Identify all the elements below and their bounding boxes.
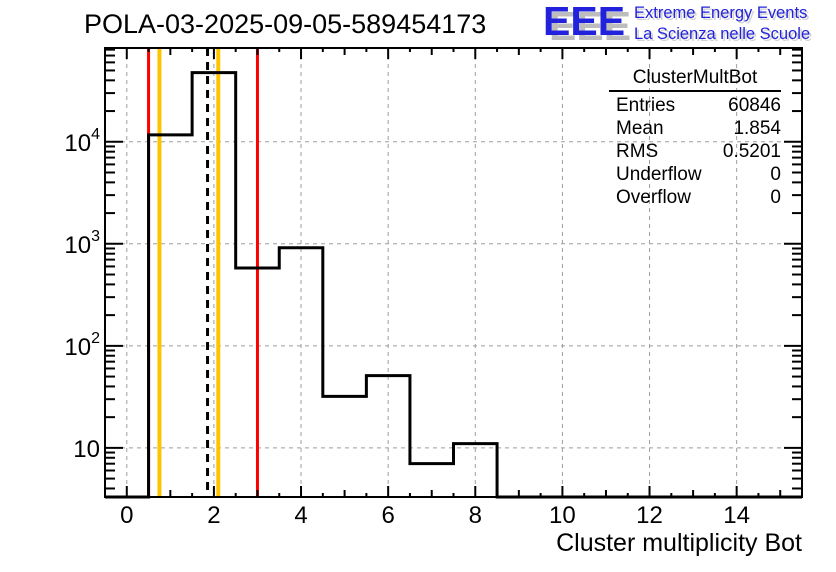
y-tick-label: 104 xyxy=(64,126,100,157)
x-tick-label: 10 xyxy=(549,502,576,529)
stats-label: Underflow xyxy=(616,164,702,185)
eee-logo-line2: La Scienza nelle Scuole xyxy=(634,24,811,43)
eee-logo-line1: Extreme Energy Events xyxy=(634,4,808,22)
stats-box: ClusterMultBot Entries 60846 Mean 1.854 … xyxy=(609,66,781,209)
stats-value: 1.854 xyxy=(733,118,781,139)
stats-label: Mean xyxy=(616,118,664,139)
eee-logo-letters: EEE xyxy=(543,0,626,44)
grid-lines xyxy=(105,48,802,497)
x-tick-label: 14 xyxy=(723,502,750,529)
x-tick-label: 6 xyxy=(381,502,394,529)
x-axis-title: Cluster multiplicity Bot xyxy=(556,529,802,557)
stats-row-overflow: Overflow 0 xyxy=(609,186,781,209)
eee-logo: EEE Extreme Energy Events La Scienza nel… xyxy=(543,1,833,47)
stats-value: 0 xyxy=(770,164,781,185)
stats-label: Entries xyxy=(616,95,676,116)
stats-value: 0.5201 xyxy=(722,141,781,162)
y-tick-label: 103 xyxy=(64,228,100,259)
stats-row-mean: Mean 1.854 xyxy=(609,117,781,140)
x-tick-label: 12 xyxy=(636,502,663,529)
x-tick-label: 0 xyxy=(120,502,133,529)
axis-ticks xyxy=(105,48,802,497)
stats-value: 0 xyxy=(770,187,781,208)
stats-title: ClusterMultBot xyxy=(609,66,781,92)
x-tick-label: 2 xyxy=(207,502,220,529)
stats-label: Overflow xyxy=(616,187,691,208)
x-tick-label: 8 xyxy=(469,502,482,529)
stats-row-rms: RMS 0.5201 xyxy=(609,140,781,163)
stats-row-underflow: Underflow 0 xyxy=(609,163,781,186)
stats-label: RMS xyxy=(616,141,659,162)
threshold-marker-lines xyxy=(147,48,259,497)
y-tick-label: 10 xyxy=(73,436,100,463)
page-title: POLA-03-2025-09-05-589454173 xyxy=(84,9,487,39)
x-tick-label: 4 xyxy=(294,502,307,529)
y-tick-label: 102 xyxy=(64,330,100,361)
eee-logo-text: Extreme Energy Events La Scienza nelle S… xyxy=(634,3,810,44)
stats-row-entries: Entries 60846 xyxy=(609,94,781,117)
stats-value: 60846 xyxy=(728,95,781,116)
axis-tick-labels: 0 2 4 6 8 10 12 14 10 102 103 104 xyxy=(64,126,750,529)
